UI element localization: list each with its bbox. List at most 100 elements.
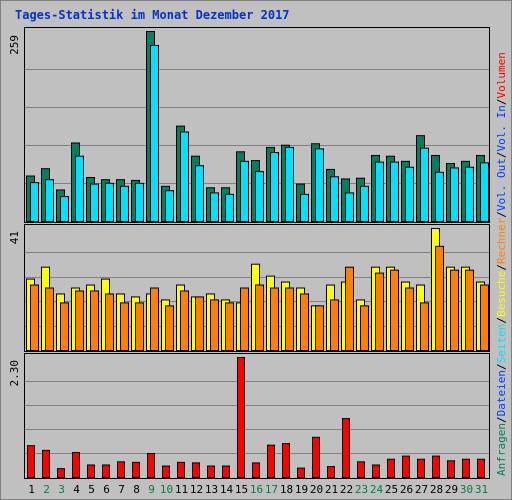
day-label-12: 12 xyxy=(190,483,203,496)
bar-volumen-day-13 xyxy=(207,465,215,478)
bar-volumen-day-28 xyxy=(432,455,440,479)
day-label-22: 22 xyxy=(340,483,353,496)
bar-rechner-day-2 xyxy=(45,287,54,352)
day-label-17: 17 xyxy=(265,483,278,496)
bar-rechner-day-14 xyxy=(225,302,234,352)
bar-rechner-day-20 xyxy=(315,305,324,351)
bar-volumen-day-9 xyxy=(147,453,155,478)
bar-rechner-day-22 xyxy=(345,266,354,351)
bar-volumen-day-24 xyxy=(372,464,380,479)
bar-seiten-day-14 xyxy=(225,193,234,223)
bar-volumen-day-2 xyxy=(42,449,50,479)
bar-rechner-day-1 xyxy=(30,284,39,352)
bar-volumen-day-5 xyxy=(87,464,95,479)
bar-volumen-day-31 xyxy=(477,458,485,479)
bar-volumen-day-27 xyxy=(417,458,425,479)
bar-rechner-day-10 xyxy=(165,305,174,351)
legend-separator: / xyxy=(495,151,508,158)
bar-rechner-day-17 xyxy=(270,287,279,352)
panel-requests-max-label: 259 xyxy=(8,35,21,55)
day-label-19: 19 xyxy=(295,483,308,496)
bar-volumen-day-7 xyxy=(117,461,125,479)
bar-seiten-day-12 xyxy=(195,165,204,222)
bar-rechner-day-7 xyxy=(120,302,129,352)
day-label-24: 24 xyxy=(370,483,384,496)
bar-seiten-day-26 xyxy=(405,166,414,222)
panel-volume-max-label: 2.30 xyxy=(8,360,21,387)
bar-volumen-day-26 xyxy=(402,455,410,479)
bar-seiten-day-17 xyxy=(270,152,279,222)
bar-seiten-day-2 xyxy=(45,179,54,223)
bar-seiten-day-28 xyxy=(435,171,444,223)
bar-volumen-day-20 xyxy=(312,436,320,478)
legend-volumen: Volumen xyxy=(495,52,508,98)
bar-rechner-day-16 xyxy=(255,284,264,352)
bar-rechner-day-29 xyxy=(450,269,459,351)
bar-rechner-day-19 xyxy=(300,293,309,351)
bar-seiten-day-13 xyxy=(210,192,219,223)
bar-volumen-day-3 xyxy=(57,468,65,478)
bar-rechner-day-15 xyxy=(240,287,249,352)
bar-seiten-day-1 xyxy=(30,182,39,222)
bar-seiten-day-20 xyxy=(315,148,324,222)
day-label-4: 4 xyxy=(73,483,80,496)
legend-dateien: Vol. Out xyxy=(495,158,508,211)
legend-separator: / xyxy=(495,98,508,105)
bar-seiten-day-9 xyxy=(150,44,159,223)
bar-volumen-day-29 xyxy=(447,460,455,479)
bar-volumen-day-10 xyxy=(162,465,170,478)
bar-rechner-day-28 xyxy=(435,245,444,351)
bar-rechner-day-8 xyxy=(135,302,144,352)
day-label-16: 16 xyxy=(250,483,263,496)
bar-volumen-day-14 xyxy=(222,465,230,478)
day-label-25: 25 xyxy=(385,483,398,496)
bar-volumen-day-1 xyxy=(27,445,35,479)
bar-rechner-day-13 xyxy=(210,299,219,352)
bar-volumen-day-6 xyxy=(102,464,110,479)
bar-volumen-day-16 xyxy=(252,462,260,478)
day-label-14: 14 xyxy=(220,483,234,496)
bar-seiten-day-31 xyxy=(480,162,489,223)
bar-rechner-day-27 xyxy=(420,302,429,352)
legend-separator: / xyxy=(495,264,508,271)
day-label-28: 28 xyxy=(430,483,443,496)
bar-volumen-day-15 xyxy=(237,357,245,478)
bar-volumen-day-23 xyxy=(357,461,365,479)
day-label-15: 15 xyxy=(235,483,248,496)
bar-rechner-day-24 xyxy=(375,272,384,352)
bar-volumen-day-19 xyxy=(297,467,305,479)
bar-rechner-day-23 xyxy=(360,305,369,351)
bar-seiten-day-5 xyxy=(90,183,99,222)
legend-separator: / xyxy=(495,317,508,324)
bar-rechner-day-12 xyxy=(195,296,204,351)
bar-rechner-day-31 xyxy=(480,284,489,352)
bar-rechner-day-6 xyxy=(105,293,114,351)
legend-seiten: Seiten xyxy=(495,324,508,364)
legend-dateien: Dateien xyxy=(495,370,508,416)
legend-besuche: Besuche xyxy=(495,271,508,317)
day-label-1: 1 xyxy=(28,483,35,496)
bar-seiten-day-30 xyxy=(465,166,474,222)
bar-rechner-day-21 xyxy=(330,299,339,352)
legend-dateien: Vol. In xyxy=(495,105,508,151)
bar-seiten-day-25 xyxy=(390,161,399,222)
bar-seiten-day-15 xyxy=(240,160,249,223)
panel-volume-frame xyxy=(24,353,490,479)
day-label-31: 31 xyxy=(475,483,488,496)
bar-seiten-day-7 xyxy=(120,185,129,222)
day-label-11: 11 xyxy=(175,483,188,496)
bar-rechner-day-11 xyxy=(180,290,189,351)
day-label-9: 9 xyxy=(148,483,155,496)
day-label-8: 8 xyxy=(133,483,140,496)
bar-volumen-day-11 xyxy=(177,461,185,479)
bar-seiten-day-24 xyxy=(375,161,384,222)
bar-volumen-day-4 xyxy=(72,451,80,478)
day-label-7: 7 xyxy=(118,483,125,496)
bar-seiten-day-18 xyxy=(285,146,294,222)
bar-seiten-day-27 xyxy=(420,147,429,222)
bar-seiten-day-29 xyxy=(450,167,459,222)
bar-volumen-day-30 xyxy=(462,458,470,479)
day-label-20: 20 xyxy=(310,483,323,496)
day-label-13: 13 xyxy=(205,483,218,496)
bar-rechner-day-3 xyxy=(60,302,69,352)
